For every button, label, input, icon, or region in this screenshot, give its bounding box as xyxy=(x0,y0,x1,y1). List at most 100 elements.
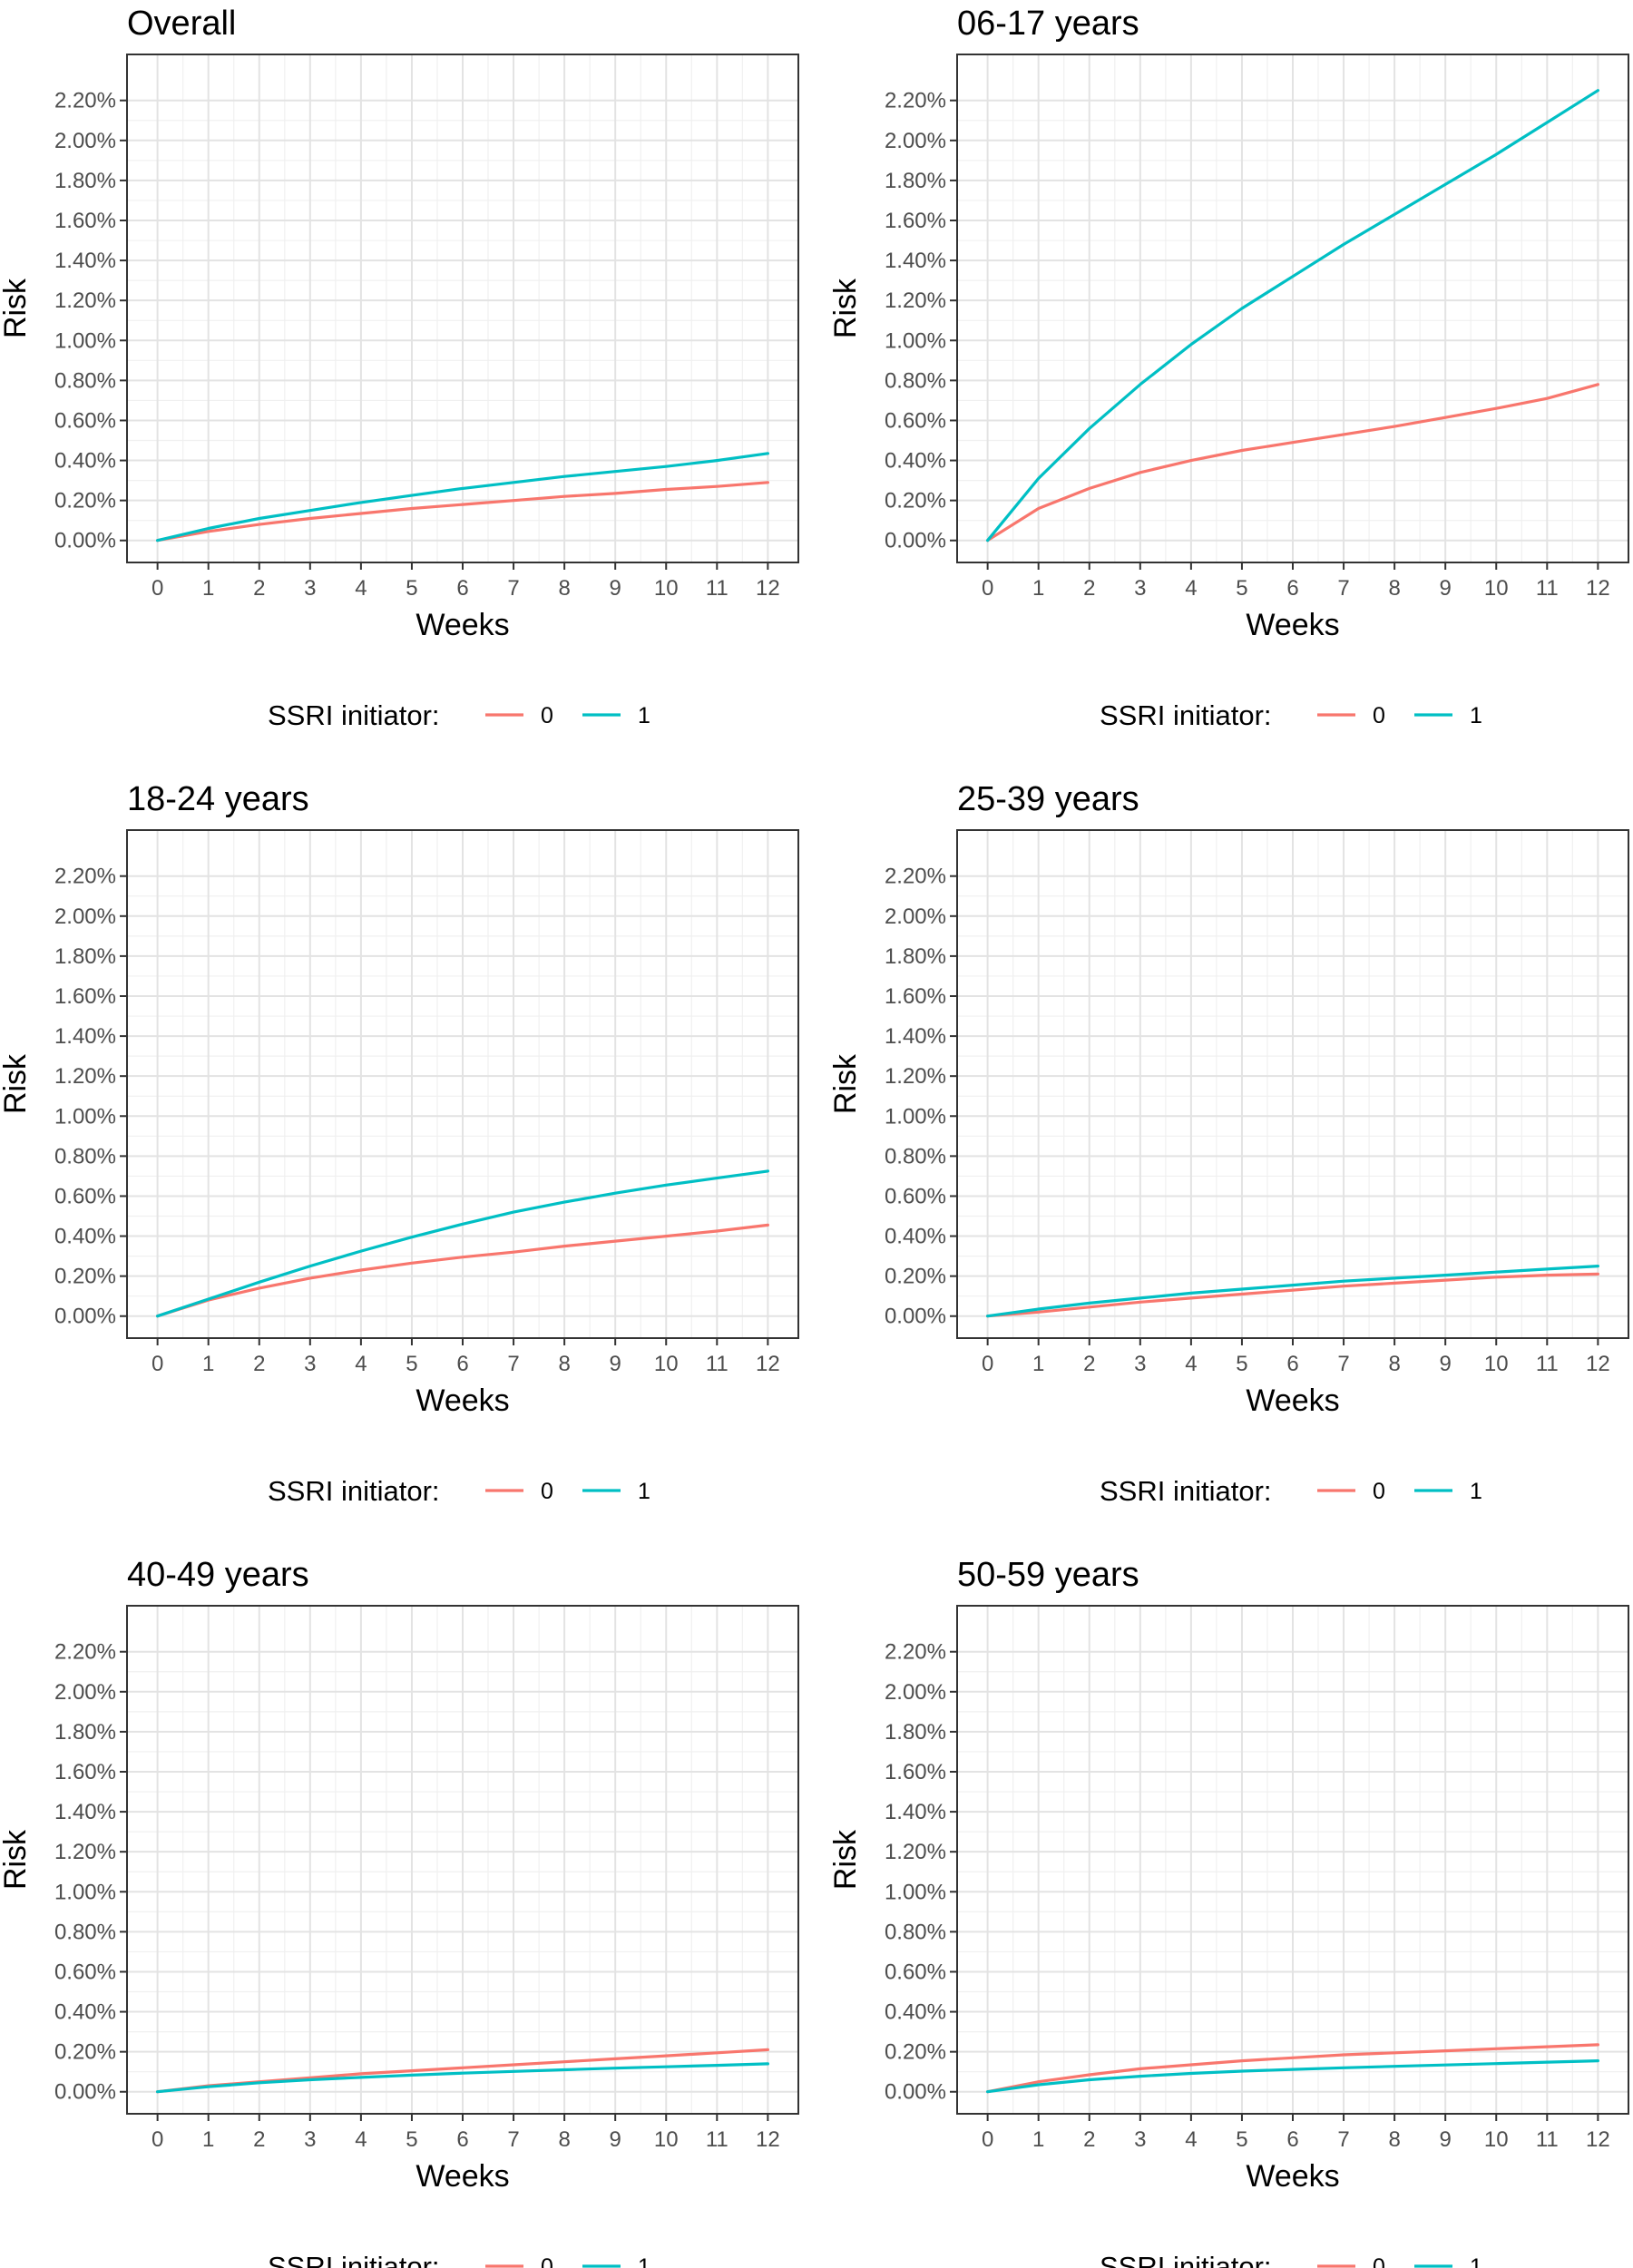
y-tick-label: 0.40% xyxy=(885,449,946,474)
series-line-1 xyxy=(156,452,770,543)
y-tick-label: 2.00% xyxy=(885,129,946,153)
panel-title: 40-49 years xyxy=(127,1556,309,1594)
y-tick-label: 0.80% xyxy=(885,1144,946,1168)
y-tick-label: 1.20% xyxy=(54,1840,116,1864)
x-tick-label: 6 xyxy=(456,1352,468,1376)
x-tick-label: 8 xyxy=(558,1352,570,1376)
x-tick-label: 3 xyxy=(1134,2127,1146,2152)
x-tick-label: 6 xyxy=(456,576,468,601)
series-line-1 xyxy=(985,2059,1600,2094)
plot-border xyxy=(956,829,1629,1339)
x-tick-label: 5 xyxy=(406,576,417,601)
y-tick-label: 1.80% xyxy=(885,169,946,193)
y-tick-label: 0.60% xyxy=(885,408,946,433)
x-tick-label: 7 xyxy=(1337,576,1349,601)
x-tick-label: 2 xyxy=(253,2127,265,2152)
series-line-0 xyxy=(985,1272,1600,1318)
y-tick-label: 1.00% xyxy=(885,1104,946,1129)
y-tick-label: 1.00% xyxy=(54,328,116,353)
series-line-0 xyxy=(985,2043,1600,2094)
x-tick-label: 3 xyxy=(304,1352,316,1376)
y-tick-label: 1.20% xyxy=(885,1840,946,1864)
y-tick-label: 1.00% xyxy=(54,1880,116,1904)
x-tick-label: 12 xyxy=(756,1352,780,1376)
y-tick-label: 2.20% xyxy=(54,865,116,889)
x-axis-label: Weeks xyxy=(1246,608,1339,642)
series-line-0 xyxy=(156,1223,770,1318)
legend-label-1: 1 xyxy=(638,2254,650,2268)
y-tick-label: 0.40% xyxy=(885,1225,946,1249)
series-line-0 xyxy=(985,383,1600,543)
x-tick-label: 11 xyxy=(706,576,728,601)
y-tick-label: 1.00% xyxy=(54,1104,116,1129)
legend-label-1: 1 xyxy=(1470,1479,1482,1504)
x-tick-label: 5 xyxy=(406,1352,417,1376)
x-tick-label: 3 xyxy=(1134,576,1146,601)
legend-label-0: 0 xyxy=(1373,1479,1385,1504)
x-tick-label: 2 xyxy=(1083,576,1095,601)
legend: SSRI initiator: 0 1 xyxy=(268,2251,650,2268)
x-tick-label: 9 xyxy=(1440,576,1452,601)
x-tick-label: 12 xyxy=(1586,2127,1610,2152)
x-tick-label: 4 xyxy=(1185,1352,1197,1376)
x-tick-label: 4 xyxy=(1185,576,1197,601)
x-axis-label: Weeks xyxy=(1246,2159,1339,2194)
x-axis-label: Weeks xyxy=(1246,1383,1339,1418)
panel-title: 50-59 years xyxy=(957,1556,1139,1594)
legend-title: SSRI initiator: xyxy=(1100,1475,1272,1507)
y-tick-label: 0.60% xyxy=(54,1960,116,1984)
y-axis-label: Risk xyxy=(828,1053,863,1114)
x-tick-label: 1 xyxy=(1032,2127,1044,2152)
legend-label-1: 1 xyxy=(638,703,650,728)
x-tick-label: 2 xyxy=(253,576,265,601)
y-tick-label: 1.60% xyxy=(54,1760,116,1784)
x-tick-label: 0 xyxy=(982,1352,993,1376)
x-tick-label: 11 xyxy=(1536,2127,1559,2152)
x-tick-label: 1 xyxy=(202,1352,214,1376)
y-tick-label: 0.00% xyxy=(885,1305,946,1329)
x-tick-label: 3 xyxy=(1134,1352,1146,1376)
y-tick-label: 2.00% xyxy=(885,1680,946,1705)
y-tick-label: 1.20% xyxy=(54,1064,116,1089)
y-tick-label: 0.20% xyxy=(54,2040,116,2065)
y-tick-label: 0.60% xyxy=(885,1184,946,1208)
y-tick-label: 1.40% xyxy=(54,1024,116,1049)
x-tick-label: 11 xyxy=(706,2127,728,2152)
x-tick-label: 11 xyxy=(1536,1352,1559,1376)
x-tick-label: 5 xyxy=(1236,2127,1247,2152)
x-tick-label: 1 xyxy=(202,2127,214,2152)
y-tick-label: 1.60% xyxy=(885,984,946,1009)
x-axis-label: Weeks xyxy=(416,608,509,642)
x-tick-label: 8 xyxy=(558,576,570,601)
y-tick-label: 1.60% xyxy=(885,209,946,233)
x-tick-label: 7 xyxy=(507,576,519,601)
legend-label-1: 1 xyxy=(638,1479,650,1504)
x-tick-label: 0 xyxy=(152,2127,163,2152)
legend-label-0: 0 xyxy=(541,2254,553,2268)
y-tick-label: 1.40% xyxy=(885,1800,946,1824)
y-tick-label: 0.60% xyxy=(54,1184,116,1208)
x-tick-label: 5 xyxy=(1236,1352,1247,1376)
x-tick-label: 3 xyxy=(304,2127,316,2152)
y-tick-label: 2.00% xyxy=(54,904,116,929)
y-tick-label: 1.80% xyxy=(885,1720,946,1745)
y-tick-label: 2.20% xyxy=(54,89,116,113)
x-tick-label: 9 xyxy=(610,1352,621,1376)
x-tick-label: 8 xyxy=(1388,1352,1400,1376)
x-axis-label: Weeks xyxy=(416,1383,509,1418)
x-tick-label: 6 xyxy=(1286,576,1298,601)
x-tick-label: 8 xyxy=(1388,576,1400,601)
legend: SSRI initiator: 0 1 xyxy=(1100,2251,1482,2268)
x-tick-label: 9 xyxy=(610,576,621,601)
legend-label-1: 1 xyxy=(1470,2254,1482,2268)
legend-title: SSRI initiator: xyxy=(1100,699,1272,731)
x-tick-label: 5 xyxy=(406,2127,417,2152)
y-tick-label: 0.40% xyxy=(885,2000,946,2025)
legend: SSRI initiator: 0 1 xyxy=(1100,1475,1482,1507)
y-tick-label: 0.40% xyxy=(54,2000,116,2025)
y-tick-label: 2.20% xyxy=(54,1640,116,1665)
x-tick-label: 2 xyxy=(1083,2127,1095,2152)
x-tick-label: 5 xyxy=(1236,576,1247,601)
y-tick-label: 0.00% xyxy=(885,2080,946,2105)
x-tick-label: 4 xyxy=(1185,2127,1197,2152)
